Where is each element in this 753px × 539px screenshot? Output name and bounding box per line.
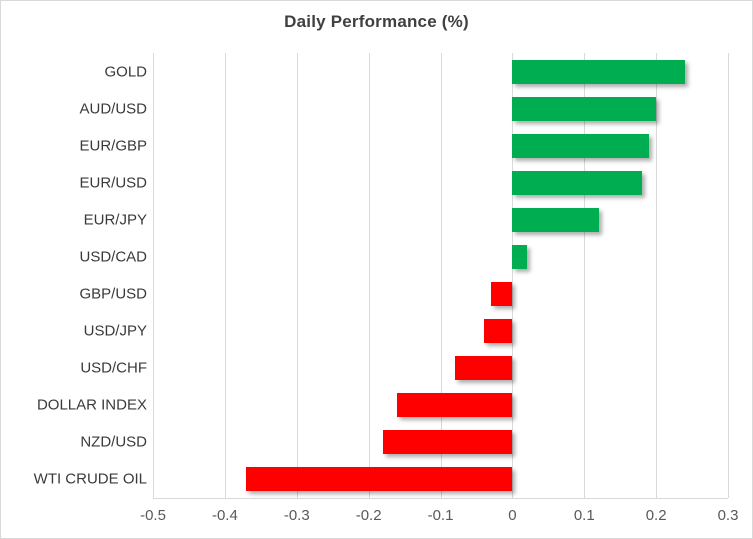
category-label: DOLLAR INDEX [36, 396, 147, 414]
gridline [296, 53, 298, 498]
bar-nzd-usd [383, 430, 513, 455]
category-label: USD/CHF [80, 359, 147, 377]
gridline [368, 53, 370, 498]
bar-wti-crude-oil [246, 467, 513, 492]
x-tick-label: -0.5 [140, 507, 166, 524]
bar-aud-usd [512, 96, 657, 121]
plot-area [153, 53, 729, 499]
gridline [153, 53, 154, 498]
bar-eur-jpy [512, 207, 599, 232]
bar-gbp-usd [490, 282, 513, 307]
bar-usd-chf [454, 356, 513, 381]
category-label: GOLD [104, 63, 147, 81]
bar-eur-usd [512, 170, 642, 195]
x-tick-label: 0.3 [717, 507, 739, 524]
gridline [440, 53, 442, 498]
bar-eur-gbp [512, 133, 649, 158]
gridline [728, 53, 729, 498]
x-tick-label: -0.1 [427, 507, 454, 524]
chart-title: Daily Performance (%) [284, 12, 469, 31]
gridline [224, 53, 226, 498]
category-label: WTI CRUDE OIL [33, 470, 147, 488]
bar-gold [512, 59, 685, 84]
value-axis: -0.5 -0.4 -0.3 -0.2 -0.1 0 0.1 0.2 0.3 [140, 507, 738, 529]
category-label: USD/JPY [83, 322, 147, 340]
bar-dollar-index [397, 393, 513, 418]
gridline [584, 53, 586, 498]
gridline [512, 53, 514, 498]
category-label: EUR/JPY [83, 211, 147, 229]
x-tick-label: 0.1 [573, 507, 595, 524]
x-tick-label: -0.2 [355, 507, 382, 524]
category-label: EUR/GBP [79, 137, 147, 155]
x-tick-label: 0.2 [645, 507, 667, 524]
gridline [656, 53, 658, 498]
x-tick-label: 0 [508, 507, 517, 524]
x-tick-label: -0.3 [283, 507, 310, 524]
category-label: USD/CAD [79, 248, 147, 266]
bar-usd-jpy [483, 319, 513, 344]
category-label: EUR/USD [79, 174, 147, 192]
category-label: GBP/USD [79, 285, 147, 303]
x-tick-label: -0.4 [211, 507, 238, 524]
category-axis: GOLD AUD/USD EUR/GBP EUR/USD EUR/JPY USD/CAD G… [1, 53, 147, 498]
category-label: AUD/USD [79, 100, 147, 118]
category-label: NZD/USD [80, 433, 147, 451]
bar-usd-cad [512, 244, 527, 269]
